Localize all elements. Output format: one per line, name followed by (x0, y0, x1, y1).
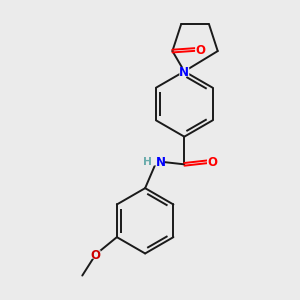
Text: H: H (143, 157, 152, 167)
FancyBboxPatch shape (149, 157, 164, 166)
Text: O: O (91, 249, 101, 262)
Text: O: O (195, 44, 205, 57)
FancyBboxPatch shape (179, 67, 189, 76)
FancyBboxPatch shape (91, 250, 101, 259)
Text: N: N (156, 156, 166, 169)
Text: N: N (179, 66, 189, 80)
Text: O: O (207, 156, 217, 169)
FancyBboxPatch shape (195, 45, 205, 53)
FancyBboxPatch shape (207, 157, 217, 166)
